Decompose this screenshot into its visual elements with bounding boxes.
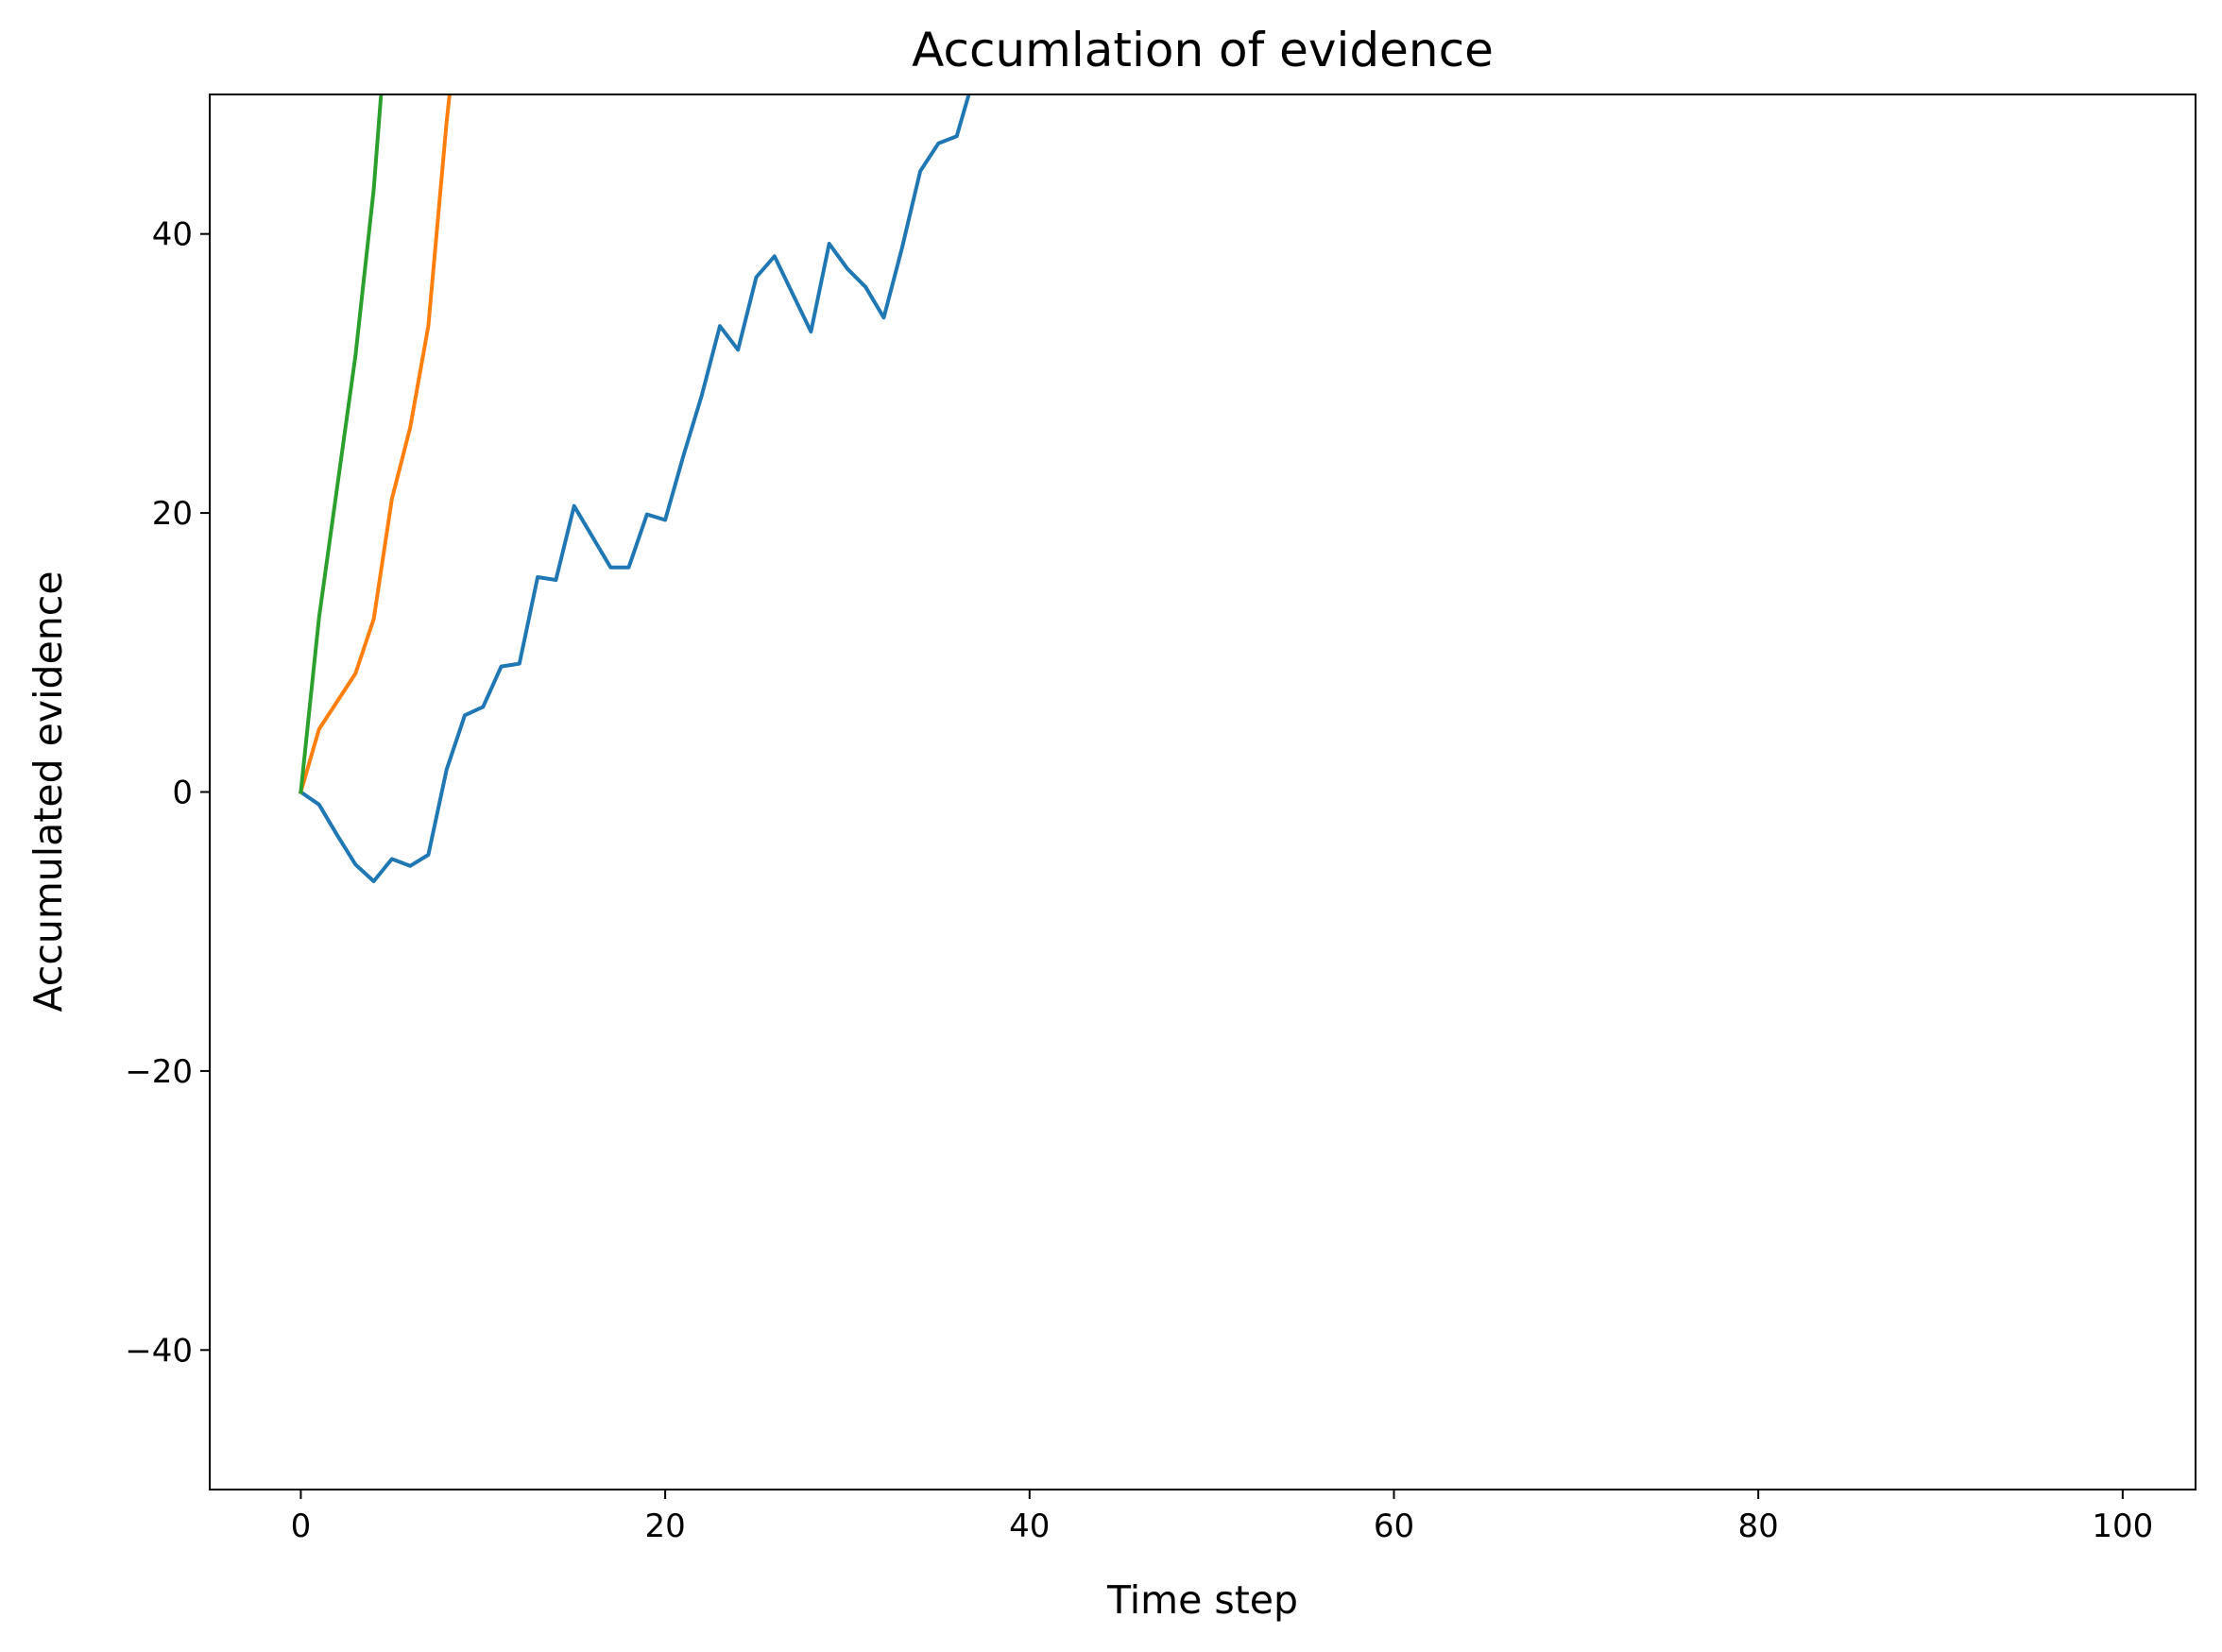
x-tick-label: 20 <box>644 1507 685 1545</box>
y-tick-label: 0 <box>172 775 193 812</box>
series-line-1 <box>298 94 971 883</box>
y-axis: −40 −20 0 20 40 <box>125 216 210 1370</box>
x-axis-label: Time step <box>1106 1577 1298 1623</box>
x-axis: 0 20 40 60 80 100 <box>291 1490 2153 1545</box>
series-layer <box>298 94 971 883</box>
x-tick-label: 60 <box>1374 1507 1414 1545</box>
x-tick-label: 100 <box>2092 1507 2153 1545</box>
y-axis-label: Accumulated evidence <box>26 571 71 1012</box>
y-tick-label: 40 <box>152 216 193 254</box>
y-tick-label: 20 <box>152 495 193 533</box>
series-line-2 <box>298 94 452 794</box>
series-line-3 <box>299 94 384 794</box>
chart-title: Accumlation of evidence <box>912 23 1494 77</box>
y-tick-label: −20 <box>125 1053 193 1091</box>
y-tick-label: −40 <box>125 1332 193 1370</box>
x-tick-label: 80 <box>1738 1507 1779 1545</box>
plot-background <box>210 94 2196 1490</box>
x-tick-label: 0 <box>291 1507 312 1545</box>
x-tick-label: 40 <box>1009 1507 1050 1545</box>
